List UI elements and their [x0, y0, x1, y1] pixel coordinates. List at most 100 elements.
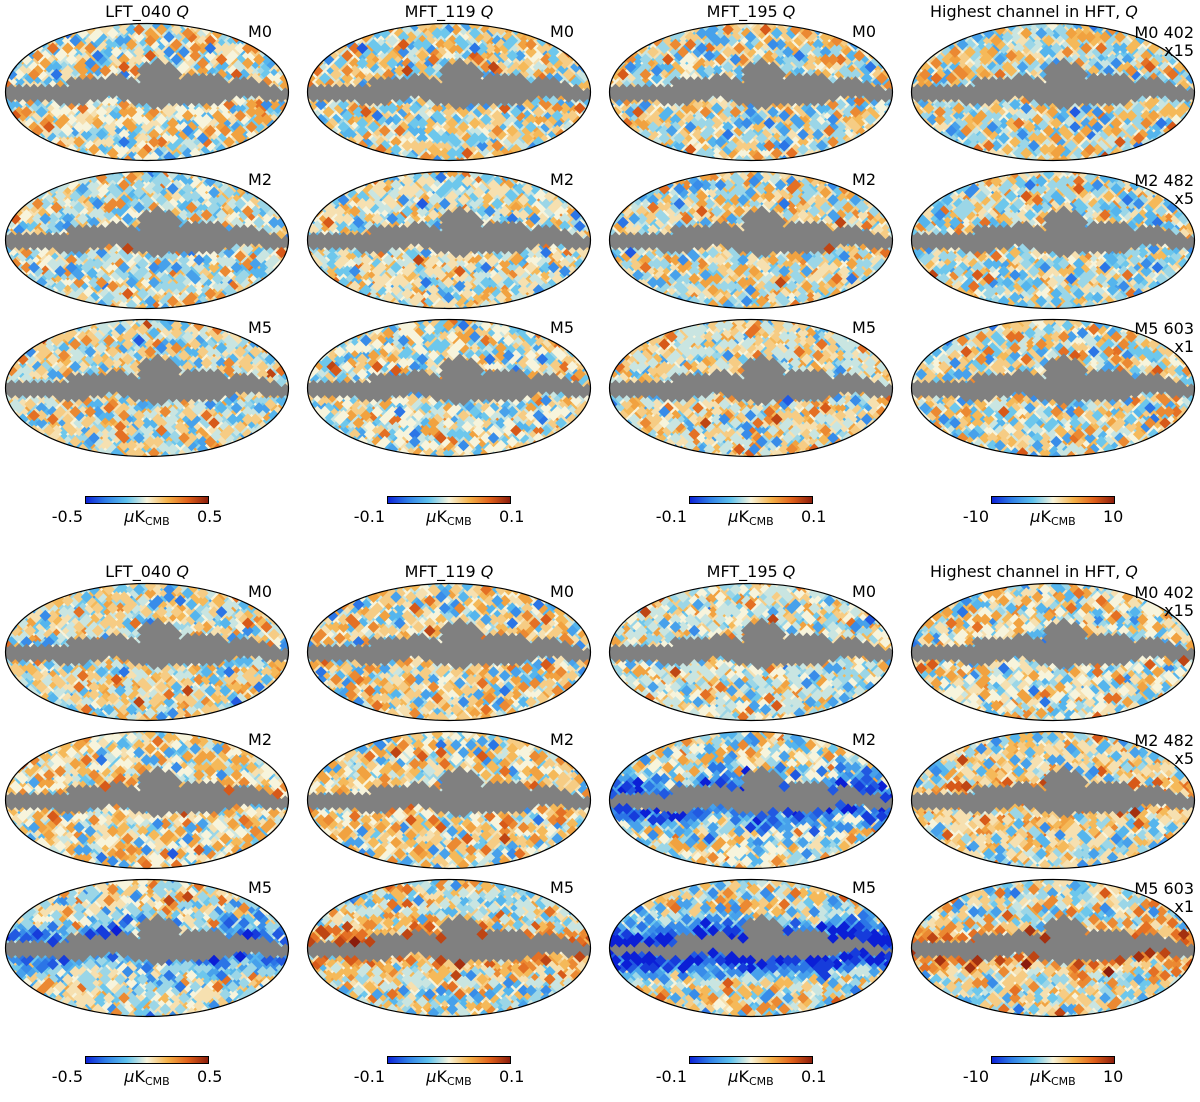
map-outline	[4, 170, 290, 310]
map-b0-r2-c2	[608, 318, 894, 458]
pixel-layer	[5, 319, 289, 457]
model-label: M5	[550, 318, 574, 337]
colorbar-b0-c3	[991, 496, 1115, 504]
map-outline	[910, 22, 1196, 162]
map-b1-r1-c3	[910, 730, 1196, 870]
column-title: LFT_040 Q	[105, 562, 189, 581]
pixel-layer	[911, 319, 1195, 457]
model-label: M0	[550, 582, 574, 601]
colorbar-b0-c1	[387, 496, 511, 504]
hft-model-label: M5 603 x1	[1134, 879, 1194, 916]
map-b1-r2-c3	[910, 878, 1196, 1018]
map-b0-r2-c3	[910, 318, 1196, 458]
colorbar-min-label: -0.1	[655, 1067, 687, 1086]
pixel-layer	[609, 879, 893, 1017]
map-outline	[4, 582, 290, 722]
model-label: M2	[550, 730, 574, 749]
map-outline	[608, 22, 894, 162]
map-b1-r0-c0	[4, 582, 290, 722]
colorbar-b0-c2	[689, 496, 813, 504]
colorbar-min-label: -0.5	[51, 1067, 83, 1086]
pixel-layer	[911, 583, 1195, 721]
colorbar-unit-label: μKCMB	[124, 1067, 170, 1088]
model-label: M5	[248, 318, 272, 337]
pixel-layer	[5, 583, 289, 721]
map-b0-r0-c2	[608, 22, 894, 162]
column-title: MFT_195 Q	[706, 2, 796, 21]
map-outline	[608, 582, 894, 722]
model-label: M2	[550, 170, 574, 189]
map-outline	[306, 878, 592, 1018]
hft-model-label: M0 402 x15	[1134, 23, 1194, 60]
map-b0-r1-c2	[608, 170, 894, 310]
map-b1-r2-c0	[4, 878, 290, 1018]
model-label: M5	[852, 318, 876, 337]
model-label: M2	[248, 170, 272, 189]
colorbar-unit-label: μKCMB	[728, 507, 774, 528]
map-outline	[306, 22, 592, 162]
map-outline	[4, 318, 290, 458]
colorbar-b1-c2	[689, 1056, 813, 1064]
model-label: M2	[852, 170, 876, 189]
colorbar-max-label: 10	[1103, 507, 1124, 526]
pixel-layer	[5, 731, 289, 869]
colorbar-b1-c1	[387, 1056, 511, 1064]
map-b1-r2-c1	[306, 878, 592, 1018]
colorbar-max-label: 10	[1103, 1067, 1124, 1086]
colorbar-unit-label: μKCMB	[124, 507, 170, 528]
pixel-layer	[307, 879, 591, 1017]
map-b1-r1-c2	[608, 730, 894, 870]
map-b1-r0-c1	[306, 582, 592, 722]
map-outline	[608, 730, 894, 870]
map-outline	[910, 878, 1196, 1018]
column-title: MFT_195 Q	[706, 562, 796, 581]
column-title: Highest channel in HFT, Q	[930, 2, 1138, 21]
model-label: M0	[852, 582, 876, 601]
colorbar-min-label: -0.5	[51, 507, 83, 526]
map-b1-r2-c2	[608, 878, 894, 1018]
colorbar-unit-label: μKCMB	[728, 1067, 774, 1088]
pixel-layer	[5, 171, 289, 309]
map-outline	[608, 318, 894, 458]
pixel-layer	[609, 583, 893, 721]
map-b1-r1-c1	[306, 730, 592, 870]
map-b0-r0-c3	[910, 22, 1196, 162]
map-outline	[910, 318, 1196, 458]
model-label: M5	[852, 878, 876, 897]
hft-model-label: M0 402 x15	[1134, 583, 1194, 620]
colorbar-unit-label: μKCMB	[426, 507, 472, 528]
column-title: Highest channel in HFT, Q	[930, 562, 1138, 581]
colorbar-max-label: 0.5	[197, 507, 223, 526]
pixel-layer	[5, 23, 289, 161]
model-label: M2	[248, 730, 272, 749]
colorbar-max-label: 0.1	[801, 507, 827, 526]
pixel-layer	[5, 879, 289, 1017]
map-b0-r0-c1	[306, 22, 592, 162]
map-b1-r0-c3	[910, 582, 1196, 722]
map-outline	[4, 730, 290, 870]
colorbar-max-label: 0.5	[197, 1067, 223, 1086]
map-outline	[306, 730, 592, 870]
map-b1-r0-c2	[608, 582, 894, 722]
colorbar-min-label: -0.1	[655, 507, 687, 526]
pixel-layer	[609, 319, 893, 457]
map-outline	[910, 170, 1196, 310]
pixel-layer	[911, 23, 1195, 161]
colorbar-min-label: -10	[962, 1067, 989, 1086]
model-label: M0	[852, 22, 876, 41]
colorbar-max-label: 0.1	[499, 1067, 525, 1086]
map-outline	[306, 170, 592, 310]
map-b0-r2-c1	[306, 318, 592, 458]
map-b0-r0-c0	[4, 22, 290, 162]
colorbar-max-label: 0.1	[801, 1067, 827, 1086]
hft-model-label: M2 482 x5	[1134, 171, 1194, 208]
map-outline	[608, 878, 894, 1018]
model-label: M2	[852, 730, 876, 749]
map-outline	[306, 582, 592, 722]
pixel-layer	[307, 731, 591, 869]
model-label: M5	[550, 878, 574, 897]
colorbar-min-label: -0.1	[353, 507, 385, 526]
colorbar-min-label: -0.1	[353, 1067, 385, 1086]
hft-model-label: M5 603 x1	[1134, 319, 1194, 356]
